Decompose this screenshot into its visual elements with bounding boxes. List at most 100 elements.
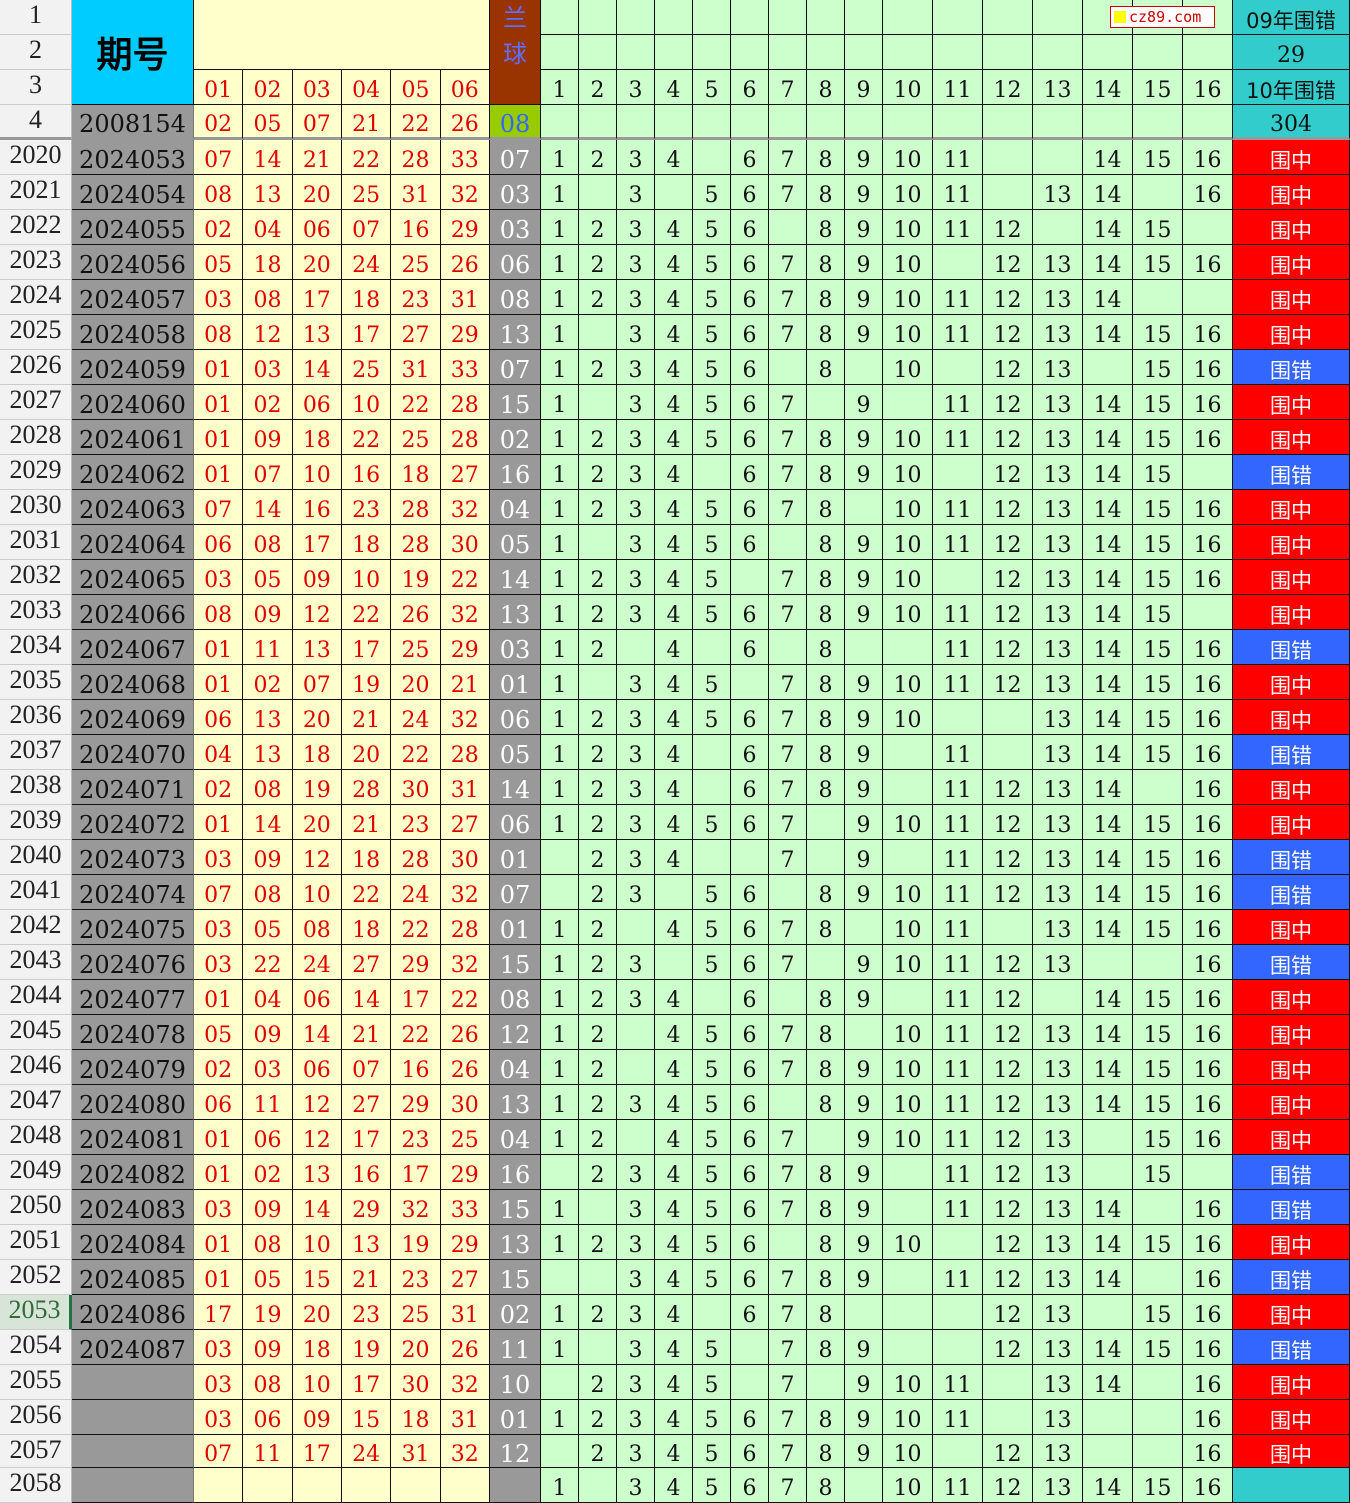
grid-cell[interactable] bbox=[882, 840, 933, 875]
issue-number[interactable]: 2024085 bbox=[72, 1260, 194, 1295]
grid-cell[interactable]: 15 bbox=[1132, 1085, 1183, 1120]
grid-cell[interactable]: 14 bbox=[1082, 840, 1133, 875]
red-ball[interactable]: 16 bbox=[341, 1155, 392, 1190]
grid-cell[interactable]: 10 bbox=[882, 560, 933, 595]
red-ball[interactable] bbox=[194, 1468, 244, 1503]
red-ball[interactable]: 23 bbox=[391, 1120, 441, 1155]
grid-cell[interactable]: 2 bbox=[578, 910, 617, 945]
status-badge[interactable]: 围中 bbox=[1232, 910, 1350, 945]
grid-cell[interactable]: 15 bbox=[1132, 840, 1183, 875]
grid-cell[interactable]: 16 bbox=[1182, 875, 1233, 910]
grid-cell[interactable] bbox=[654, 945, 693, 980]
grid-cell[interactable] bbox=[844, 910, 883, 945]
status-badge[interactable]: 围错 bbox=[1232, 735, 1350, 770]
red-ball[interactable]: 22 bbox=[391, 735, 441, 770]
status-badge[interactable]: 围中 bbox=[1232, 210, 1350, 245]
grid-cell[interactable] bbox=[1032, 105, 1083, 140]
red-ball[interactable]: 22 bbox=[391, 1015, 441, 1050]
grid-cell[interactable]: 14 bbox=[1082, 455, 1133, 490]
red-ball[interactable]: 14 bbox=[243, 140, 293, 175]
grid-cell[interactable]: 2 bbox=[578, 210, 617, 245]
red-ball[interactable]: 07 bbox=[194, 490, 244, 525]
red-ball[interactable]: 28 bbox=[341, 770, 392, 805]
grid-cell[interactable] bbox=[1082, 1400, 1133, 1435]
grid-cell[interactable]: 11 bbox=[932, 175, 983, 210]
red-ball[interactable]: 18 bbox=[341, 525, 392, 560]
grid-cell[interactable]: 9 bbox=[844, 1050, 883, 1085]
blue-ball[interactable]: 06 bbox=[489, 805, 541, 840]
grid-cell[interactable]: 13 bbox=[1032, 770, 1083, 805]
grid-cell[interactable] bbox=[730, 840, 769, 875]
grid-cell[interactable]: 15 bbox=[1132, 875, 1183, 910]
grid-cell[interactable]: 1 bbox=[540, 315, 579, 350]
red-ball[interactable]: 17 bbox=[194, 1295, 244, 1330]
grid-cell[interactable]: 5 bbox=[692, 175, 731, 210]
red-ball[interactable]: 32 bbox=[440, 700, 490, 735]
status-badge[interactable]: 围中 bbox=[1232, 980, 1350, 1015]
grid-cell[interactable]: 6 bbox=[730, 1190, 769, 1225]
red-ball[interactable]: 18 bbox=[341, 840, 392, 875]
grid-cell[interactable]: 10 bbox=[882, 945, 933, 980]
blue-ball[interactable]: 13 bbox=[489, 1225, 541, 1260]
grid-cell[interactable]: 3 bbox=[616, 210, 655, 245]
red-ball[interactable]: 08 bbox=[243, 1225, 293, 1260]
grid-cell[interactable] bbox=[768, 210, 807, 245]
red-ball[interactable]: 27 bbox=[440, 805, 490, 840]
grid-cell[interactable]: 9 bbox=[844, 805, 883, 840]
status-badge[interactable]: 围错 bbox=[1232, 455, 1350, 490]
red-ball[interactable]: 22 bbox=[243, 945, 293, 980]
red-ball[interactable]: 18 bbox=[391, 1400, 441, 1435]
grid-cell[interactable]: 2 bbox=[578, 840, 617, 875]
grid-cell[interactable]: 8 bbox=[806, 630, 845, 665]
grid-cell[interactable]: 2 bbox=[578, 700, 617, 735]
grid-cell[interactable]: 13 bbox=[1032, 805, 1083, 840]
grid-cell[interactable]: 10 bbox=[882, 1085, 933, 1120]
grid-cell[interactable]: 9 bbox=[844, 875, 883, 910]
grid-cell[interactable] bbox=[540, 1155, 579, 1190]
grid-cell[interactable]: 5 bbox=[692, 1330, 731, 1365]
grid-cell[interactable]: 6 bbox=[730, 630, 769, 665]
red-ball[interactable]: 08 bbox=[243, 525, 293, 560]
grid-cell[interactable] bbox=[882, 735, 933, 770]
grid-cell[interactable] bbox=[1132, 1435, 1183, 1468]
grid-cell[interactable]: 5 bbox=[692, 805, 731, 840]
grid-cell[interactable]: 6 bbox=[730, 350, 769, 385]
red-ball[interactable]: 15 bbox=[292, 1260, 342, 1295]
grid-cell[interactable] bbox=[768, 525, 807, 560]
issue-number[interactable]: 2024084 bbox=[72, 1225, 194, 1260]
grid-cell[interactable]: 4 bbox=[654, 420, 693, 455]
grid-cell[interactable]: 6 bbox=[730, 875, 769, 910]
grid-cell[interactable]: 5 bbox=[692, 1015, 731, 1050]
grid-cell[interactable]: 8 bbox=[806, 595, 845, 630]
grid-cell[interactable] bbox=[806, 1365, 845, 1400]
grid-cell[interactable]: 3 bbox=[616, 1225, 655, 1260]
grid-cell[interactable]: 5 bbox=[692, 350, 731, 385]
grid-cell[interactable]: 2 bbox=[578, 945, 617, 980]
grid-cell[interactable]: 1 bbox=[540, 420, 579, 455]
red-ball[interactable]: 19 bbox=[341, 665, 392, 700]
grid-cell[interactable]: 15 bbox=[1132, 700, 1183, 735]
red-ball[interactable]: 20 bbox=[292, 1295, 342, 1330]
grid-cell[interactable]: 7 bbox=[768, 595, 807, 630]
grid-cell[interactable]: 14 bbox=[1082, 525, 1133, 560]
blue-ball[interactable]: 14 bbox=[489, 770, 541, 805]
grid-cell[interactable] bbox=[1132, 1260, 1183, 1295]
red-ball[interactable]: 13 bbox=[243, 735, 293, 770]
grid-cell[interactable]: 4 bbox=[654, 1155, 693, 1190]
grid-cell[interactable] bbox=[982, 105, 1033, 140]
grid-cell[interactable]: 14 bbox=[1082, 875, 1133, 910]
grid-cell[interactable]: 13 bbox=[1032, 875, 1083, 910]
issue-number[interactable]: 2024077 bbox=[72, 980, 194, 1015]
grid-cell[interactable]: 15 bbox=[1132, 1225, 1183, 1260]
grid-cell[interactable]: 12 bbox=[982, 1155, 1033, 1190]
grid-cell[interactable]: 6 bbox=[730, 1225, 769, 1260]
grid-cell[interactable]: 15 bbox=[1132, 525, 1183, 560]
red-ball[interactable]: 25 bbox=[391, 245, 441, 280]
issue-number[interactable]: 2024065 bbox=[72, 560, 194, 595]
grid-cell[interactable]: 1 bbox=[540, 350, 579, 385]
grid-cell[interactable]: 5 bbox=[692, 1085, 731, 1120]
grid-cell[interactable]: 13 bbox=[1032, 1330, 1083, 1365]
grid-cell[interactable]: 16 bbox=[1182, 1468, 1233, 1503]
grid-cell[interactable]: 5 bbox=[692, 560, 731, 595]
grid-cell[interactable]: 16 bbox=[1182, 665, 1233, 700]
